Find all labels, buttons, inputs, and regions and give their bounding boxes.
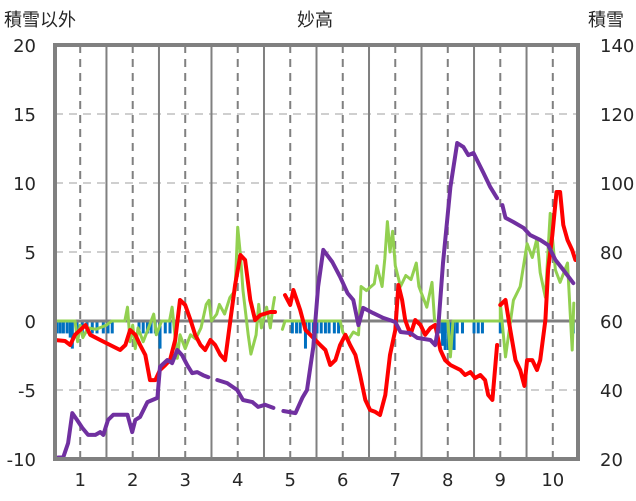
bar-mark xyxy=(307,321,311,334)
x-tick-label: 7 xyxy=(390,470,401,491)
left-tick-label: 15 xyxy=(13,105,36,126)
bar-mark xyxy=(68,321,72,338)
chart-title: 妙高 xyxy=(297,10,333,31)
right-axis-title: 積雪 xyxy=(588,10,624,31)
bar-mark xyxy=(452,321,456,350)
bar-mark xyxy=(55,321,59,334)
left-axis-title: 積雪以外 xyxy=(4,10,76,31)
bar-mark xyxy=(472,321,476,334)
bar-mark xyxy=(327,321,331,334)
bar-mark xyxy=(110,321,114,334)
right-tick-label: 100 xyxy=(600,174,634,195)
bar-mark xyxy=(168,321,172,334)
bar-mark xyxy=(70,321,74,349)
bar-mark xyxy=(141,321,145,334)
bar-mark xyxy=(303,321,307,349)
x-tick-label: 8 xyxy=(442,470,453,491)
bar-mark xyxy=(315,321,319,334)
bar-mark xyxy=(460,321,464,334)
bar-mark xyxy=(332,321,336,334)
plot-border xyxy=(53,43,580,461)
right-tick-label: 60 xyxy=(600,312,623,333)
bar-mark xyxy=(95,321,99,334)
bar-mark xyxy=(65,321,69,334)
bar-mark xyxy=(106,321,110,334)
bar-mark xyxy=(498,321,502,334)
x-tick-label: 2 xyxy=(127,470,138,491)
right-tick-label: 140 xyxy=(600,36,634,57)
right-tick-label: 20 xyxy=(600,450,623,471)
bar-mark xyxy=(295,321,299,334)
x-tick-label: 1 xyxy=(74,470,85,491)
purple-line xyxy=(53,141,576,460)
bar-mark xyxy=(158,321,162,349)
bar-mark xyxy=(290,321,294,334)
bar-mark xyxy=(337,321,341,334)
bar-mark xyxy=(443,321,447,350)
x-tick-label: 5 xyxy=(285,470,296,491)
x-tick-label: 4 xyxy=(232,470,243,491)
left-tick-label: -5 xyxy=(18,381,36,402)
left-tick-label: 5 xyxy=(25,243,36,264)
left-tick-label: 0 xyxy=(25,312,36,333)
bar-mark xyxy=(298,321,302,334)
left-tick-label: 10 xyxy=(13,174,36,195)
x-tick-label: 6 xyxy=(337,470,348,491)
x-tick-label: 10 xyxy=(541,470,564,491)
left-tick-label: -10 xyxy=(7,450,36,471)
green-line xyxy=(53,211,576,360)
bar-mark xyxy=(149,321,153,334)
bar-mark xyxy=(323,321,327,334)
red-line xyxy=(53,190,578,417)
right-tick-label: 120 xyxy=(600,105,634,126)
x-tick-label: 9 xyxy=(495,470,506,491)
bar-mark xyxy=(163,321,167,334)
bar-mark xyxy=(480,321,484,334)
bar-mark xyxy=(61,321,65,334)
bar-mark xyxy=(319,321,323,334)
right-tick-label: 80 xyxy=(600,243,623,264)
bar-mark xyxy=(476,321,480,334)
left-tick-label: 20 xyxy=(13,36,36,57)
bar-mark xyxy=(58,321,62,334)
bar-mark xyxy=(455,321,459,334)
right-tick-label: 40 xyxy=(600,381,623,402)
bar-mark xyxy=(441,321,445,346)
x-tick-label: 3 xyxy=(179,470,190,491)
